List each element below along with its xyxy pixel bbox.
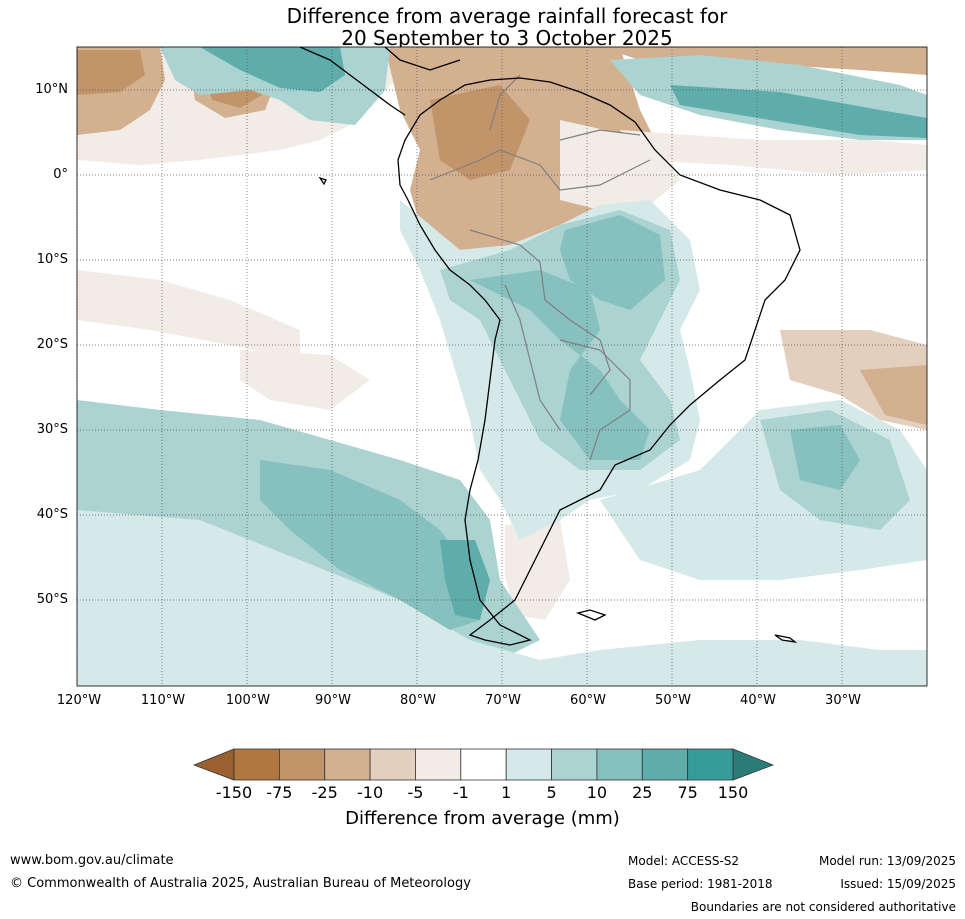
wet-field-east-pacific-core [200, 47, 345, 92]
legend-tick-label: 1 [501, 783, 512, 802]
dry-field-atlantic-north [600, 47, 927, 75]
footer-base-period: Base period: 1981-2018 [628, 877, 773, 891]
legend-box [369, 748, 416, 781]
country-borders [429, 74, 651, 461]
legend-tick-label: 75 [677, 783, 698, 802]
footer-disclaimer: Boundaries are not considered authoritat… [690, 900, 956, 914]
lon-label-100w: 100°W [225, 693, 271, 708]
legend-tick-label: -25 [311, 783, 338, 802]
legend-tick-label: 25 [632, 783, 653, 802]
lat-label-30s: 30°S [36, 422, 68, 437]
legend-arrow-low [192, 748, 235, 781]
lon-label-60w: 60°W [570, 693, 606, 708]
legend-box [460, 748, 507, 781]
legend-tick-label: 5 [546, 783, 557, 802]
lon-label-40w: 40°W [740, 693, 776, 708]
legend-box [551, 748, 598, 781]
legend-tick-label: -150 [215, 783, 253, 802]
map-frame [76, 46, 928, 687]
dry-field-south-pacific-west [77, 270, 300, 360]
wet-field-chile-south [260, 460, 480, 630]
lat-label-20s: 20°S [36, 337, 68, 352]
legend-box [324, 748, 371, 781]
lon-label-120w: 120°W [56, 693, 102, 708]
footer-copyright: © Commonwealth of Australia 2025, Austra… [10, 876, 471, 891]
wet-field-brazil-strong [560, 215, 665, 310]
central-america-coastline [299, 47, 406, 116]
legend-tick-label: -5 [407, 783, 424, 802]
legend-box [505, 748, 552, 781]
lon-label-50w: 50°W [655, 693, 691, 708]
lat-label-10n: 10°N [35, 82, 68, 97]
legend-box [687, 748, 734, 781]
legend-label: Difference from average (mm) [345, 808, 620, 829]
lat-label-50s: 50°S [36, 592, 68, 607]
legend-colour-boxes [233, 748, 734, 781]
wet-field-south-atlantic-strong [790, 425, 860, 490]
legend-arrow-high [732, 748, 775, 781]
galapagos [318, 176, 327, 186]
lat-label-40s: 40°S [36, 507, 68, 522]
legend-tick-label: 150 [717, 783, 749, 802]
legend-tick-label: -1 [452, 783, 469, 802]
dry-field-south-atlantic-east-core [860, 365, 927, 425]
south-america-coastline [397, 77, 801, 646]
lon-label-90w: 90°W [315, 693, 351, 708]
footer-website: www.bom.gov.au/climate [10, 853, 174, 868]
legend-box [278, 748, 326, 781]
legend-tick-label: -75 [266, 783, 293, 802]
graticule [76, 47, 927, 686]
legend-tick-label: -10 [357, 783, 384, 802]
legend-box [415, 748, 462, 781]
dry-field-south-pacific-mid [240, 350, 370, 410]
lat-label-10s: 10°S [36, 252, 68, 267]
legend-box [233, 748, 280, 781]
lon-label-80w: 80°W [400, 693, 436, 708]
wet-field-atlantic-itcz-core [670, 85, 927, 138]
wet-field-south-pacific-broad [77, 510, 927, 686]
footer-issued: Issued: 15/09/2025 [840, 877, 956, 891]
south-georgia [774, 634, 798, 644]
footer-model: Model: ACCESS-S2 [628, 854, 740, 868]
coastline [299, 47, 801, 646]
map-title-line-2: 20 September to 3 October 2025 [341, 26, 673, 50]
lat-label-0: 0° [53, 167, 68, 182]
falkland-islands [575, 609, 607, 621]
map-title-line-1: Difference from average rainfall forecas… [286, 4, 728, 28]
footer-model-run: Model run: 13/09/2025 [818, 854, 956, 868]
caribbean-coastline [384, 47, 461, 71]
legend-tick-label: 10 [586, 783, 608, 802]
legend-box [641, 748, 689, 781]
dry-field-pacific-core [77, 50, 145, 95]
dry-field-colombia-core [430, 85, 530, 180]
lon-label-70w: 70°W [485, 693, 521, 708]
legend-box [596, 748, 643, 781]
wet-field-bolivia-paraguay [470, 270, 650, 460]
lon-label-30w: 30°W [825, 693, 861, 708]
dry-field-argentina-east [505, 520, 570, 620]
lon-label-110w: 110°W [140, 693, 186, 708]
dry-field-atlantic-band [620, 130, 927, 175]
